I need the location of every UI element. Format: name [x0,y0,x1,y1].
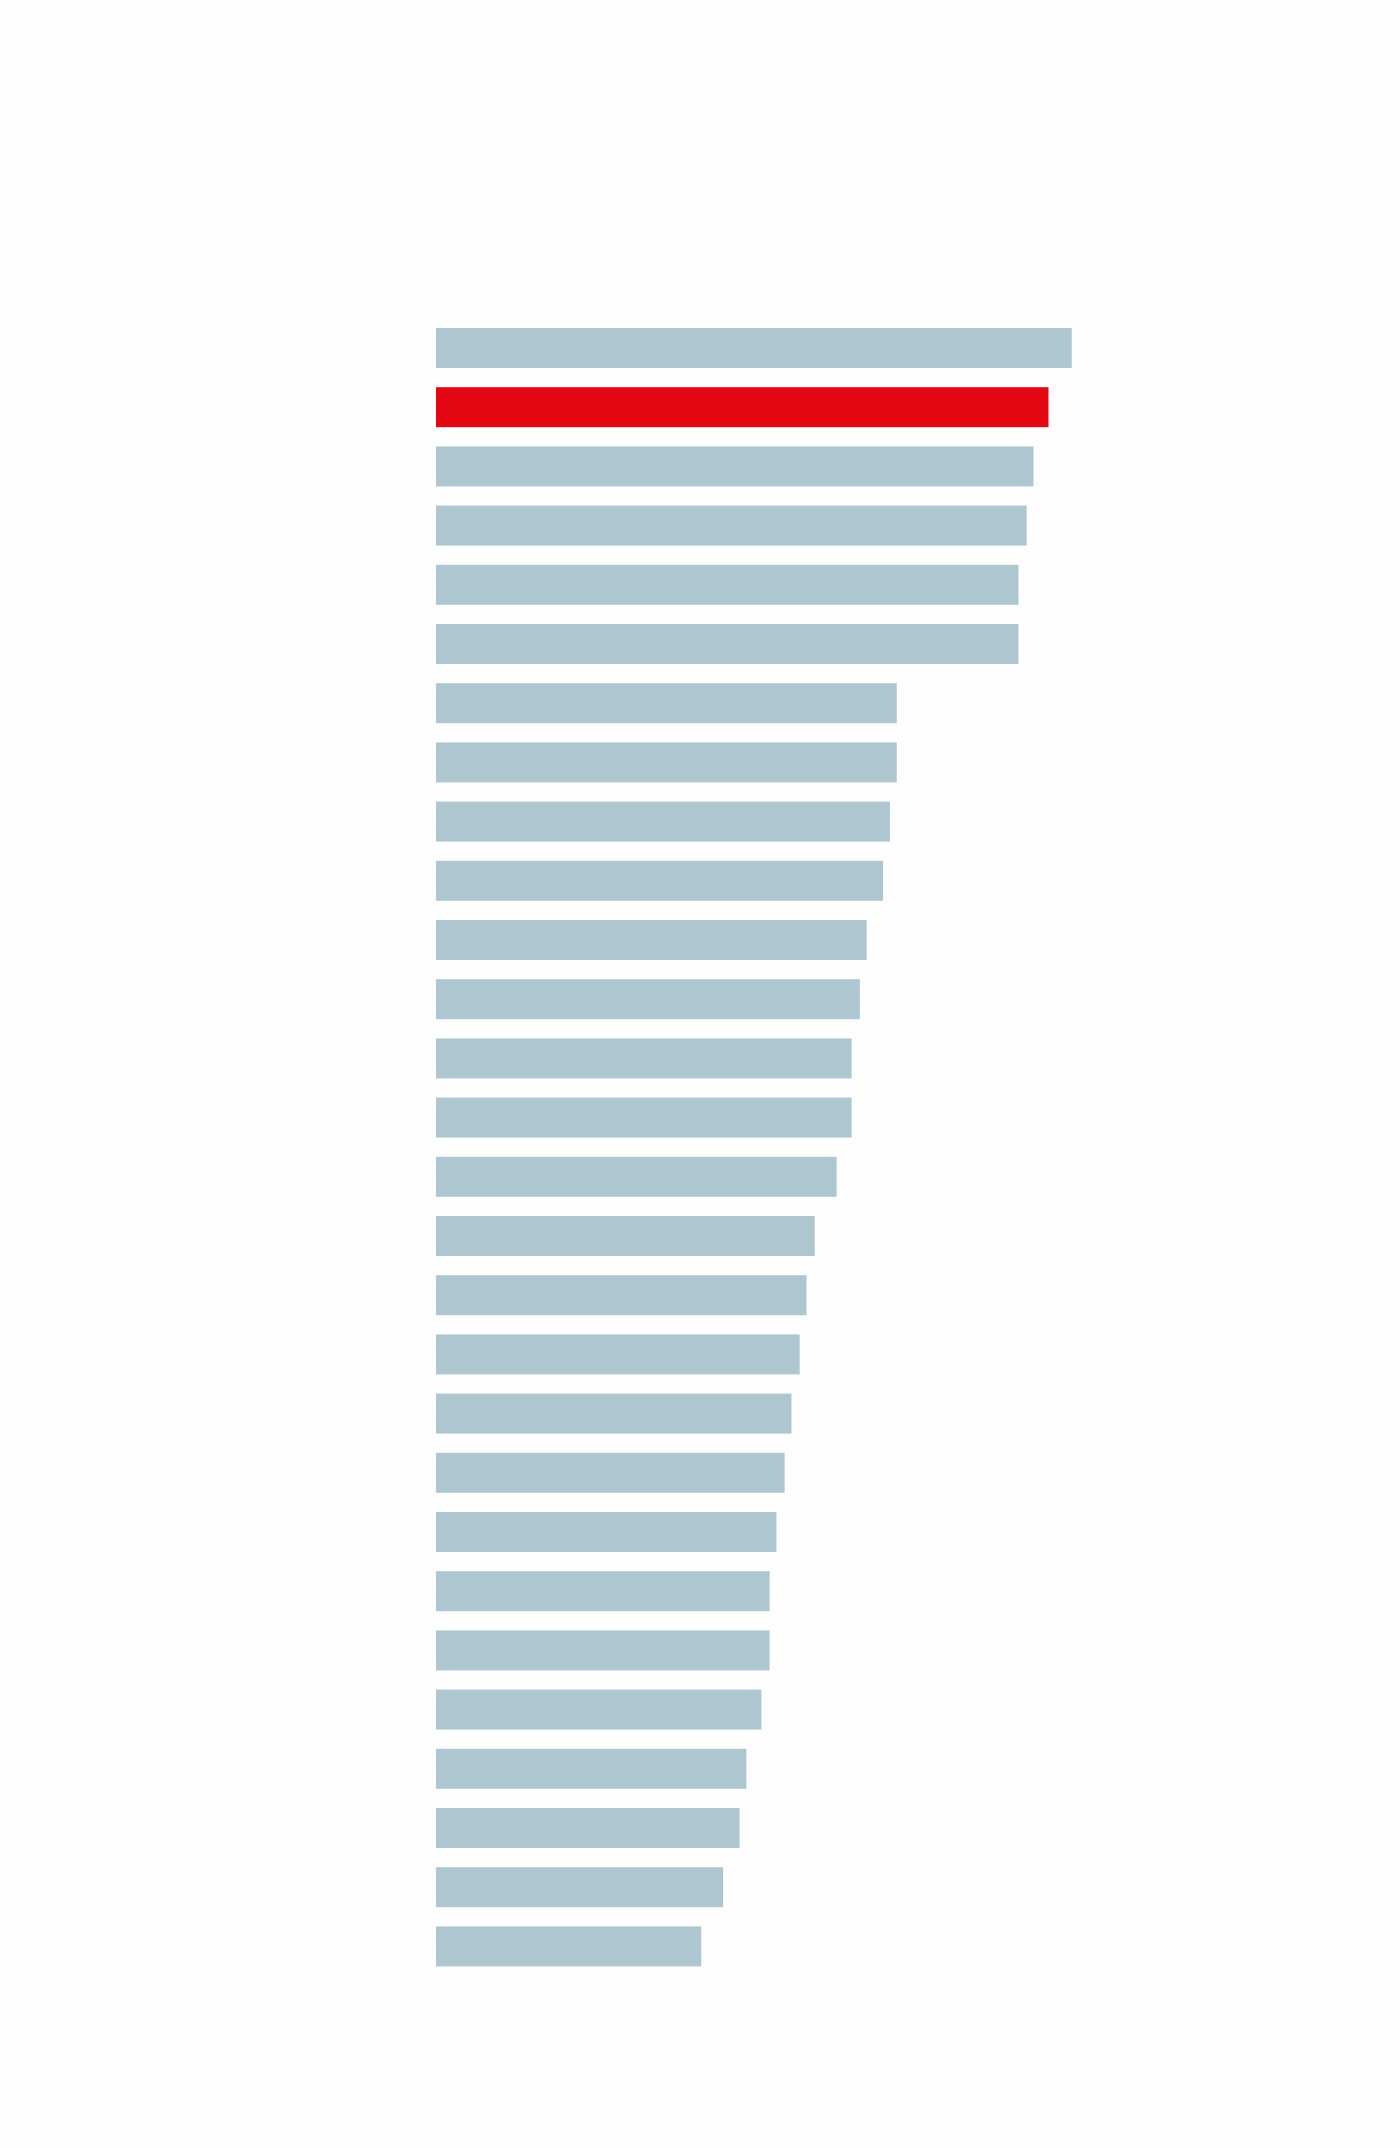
bar [436,1216,815,1256]
bar [436,1512,777,1552]
bar [436,387,1049,428]
bar [436,683,897,724]
bar [436,979,860,1020]
bar [436,1097,852,1138]
bar [436,1689,762,1730]
bar [436,801,890,842]
bar [436,564,1019,605]
bar [436,446,1034,487]
bar [436,920,867,960]
bar [436,624,1019,664]
bar [436,328,1072,368]
bar [436,1452,785,1493]
bar [436,1867,724,1908]
bar [436,1571,770,1612]
bar [436,1748,747,1789]
bar [436,505,1027,546]
bar [436,1808,740,1848]
bar [436,742,897,783]
bar [436,1156,837,1197]
bar [436,860,884,901]
bar [436,1334,800,1375]
bar [436,1630,770,1671]
bar [436,1926,702,1967]
bar [436,1038,852,1079]
bar [436,1275,807,1316]
bar [436,1393,792,1434]
